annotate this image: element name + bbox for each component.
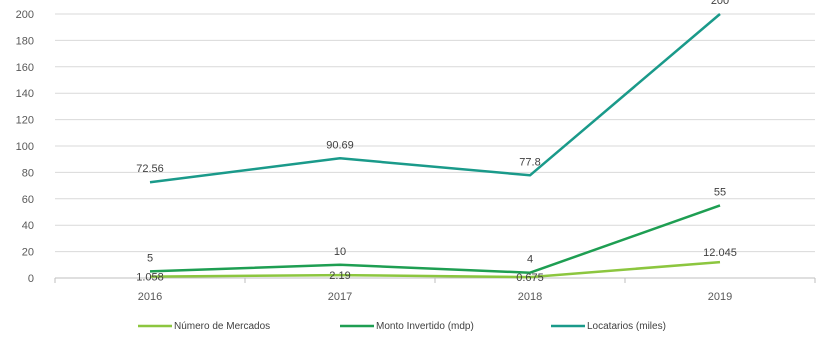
data-label: 77.8 [519, 156, 540, 168]
series-line [149, 204, 721, 274]
series-line [149, 260, 721, 279]
legend-label: Monto Invertido (mdp) [376, 321, 474, 332]
data-label: 12.045 [703, 247, 737, 259]
data-label: 55 [714, 186, 726, 198]
y-tick-label: 120 [16, 115, 34, 127]
data-label: 90.69 [326, 139, 354, 151]
y-tick-label: 80 [22, 167, 34, 179]
y-tick-label: 100 [16, 141, 34, 153]
data-label: 4 [527, 254, 533, 266]
x-tick-label: 2017 [328, 291, 352, 303]
x-tick-label: 2018 [518, 291, 542, 303]
y-tick-label: 200 [16, 9, 34, 21]
x-tick-label: 2019 [708, 291, 732, 303]
legend-label: Número de Mercados [174, 321, 270, 332]
data-label: 1.058 [136, 272, 164, 284]
y-tick-label: 160 [16, 62, 34, 74]
y-tick-label: 140 [16, 88, 34, 100]
data-label: 2.19 [329, 270, 350, 282]
x-axis-tick-labels: 2016 2017 2018 2019 [138, 291, 732, 303]
legend: Número de Mercados Monto Invertido (mdp) L… [138, 321, 666, 332]
series-lines [149, 13, 721, 279]
y-tick-label: 60 [22, 194, 34, 206]
y-tick-label: 40 [22, 220, 34, 232]
y-tick-label: 180 [16, 35, 34, 47]
legend-label: Locatarios (miles) [587, 321, 666, 332]
data-label: 200 [711, 0, 729, 7]
y-axis-tick-labels: 0 20 40 60 80 100 120 140 160 180 200 [16, 9, 34, 285]
y-tick-label: 20 [22, 247, 34, 259]
data-label: 0.675 [516, 272, 544, 284]
data-label: 5 [147, 252, 153, 264]
data-label: 10 [334, 246, 346, 258]
data-label: 72.56 [136, 163, 164, 175]
x-tick-label: 2016 [138, 291, 162, 303]
data-labels: 1.058 2.19 0.675 12.045 5 10 4 55 72.56 90.69 77.8… [136, 0, 737, 284]
y-tick-label: 0 [28, 273, 34, 285]
gridlines [54, 13, 816, 283]
series-line [149, 13, 721, 184]
